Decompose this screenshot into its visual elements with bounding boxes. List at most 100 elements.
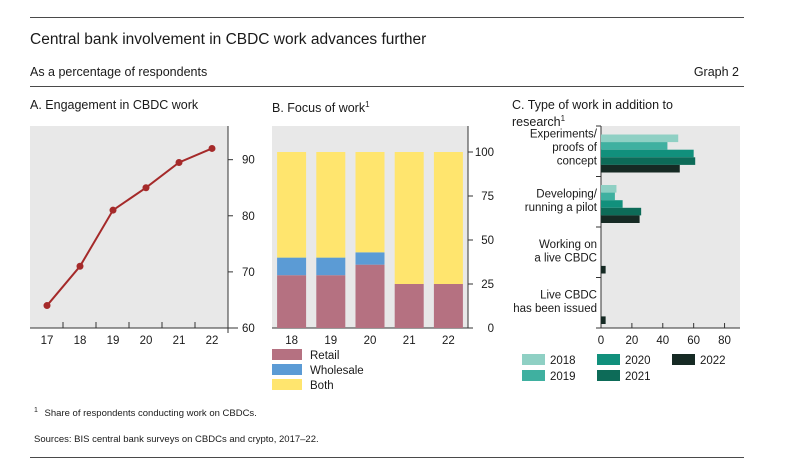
panel-c-legend-swatch <box>522 370 545 381</box>
panel-c-category-label-line: concept <box>557 156 598 168</box>
panel-b-x-tick-label: 18 <box>285 335 298 347</box>
panel-b-legend-swatch <box>272 379 302 390</box>
footnote-text: Share of respondents conducting work on … <box>44 408 257 420</box>
header-rule <box>30 86 744 87</box>
panel-a-y-tick-label: 80 <box>242 211 255 223</box>
panel-b-bar-wholesale <box>277 257 307 276</box>
panel-a-x-tick-label: 21 <box>173 335 186 347</box>
panel-b-title-sup: 1 <box>365 100 370 109</box>
panel-a-data-point <box>76 262 84 270</box>
panel-a-y-tick-label: 70 <box>242 267 255 279</box>
panel-b-stacked-bar-chart: 0 25 50 75 100 18 19 20 21 22 Retail Wholesale Both <box>272 126 494 392</box>
panel-b-bar-retail <box>394 284 424 328</box>
panel-c-legend-label: 2021 <box>625 371 651 383</box>
panel-c-title: C. Type of work in addition to research1 <box>512 98 712 129</box>
panel-c-legend-label: 2018 <box>550 355 576 367</box>
panel-b-bar-wholesale <box>355 252 385 265</box>
panel-b-y-tick-label: 100 <box>475 147 494 159</box>
panel-a-data-point <box>175 158 183 166</box>
chart-title: Central bank involvement in CBDC work ad… <box>30 31 427 48</box>
panel-b-legend-label: Retail <box>310 350 339 362</box>
top-rule <box>30 17 744 18</box>
panel-c-category-label: Working on a live CBDC <box>534 239 597 265</box>
panel-c-bar-2021 <box>601 157 696 165</box>
panel-c-legend-swatch <box>597 370 620 381</box>
panel-b-legend-swatch <box>272 364 302 375</box>
bottom-rule <box>30 457 744 458</box>
panel-c-bar-2019 <box>601 192 615 201</box>
panel-b-y-tick-label: 75 <box>481 191 494 203</box>
panel-c-category-label-line: Working on <box>539 239 597 251</box>
panel-c-legend-label: 2019 <box>550 371 576 383</box>
panel-c-bar-2018 <box>601 185 617 193</box>
panel-b-x-tick-label: 20 <box>364 335 377 347</box>
panel-c-category-label: Developing/running a pilot <box>525 189 598 215</box>
panel-c-title-text: C. Type of work in addition to research <box>512 98 673 130</box>
panel-b-x-tick-label: 21 <box>403 335 416 347</box>
panel-c-legend-label: 2022 <box>700 355 726 367</box>
panel-a-series-line <box>46 147 213 307</box>
graph-label: Graph 2 <box>693 65 739 79</box>
panel-c-legend-swatch <box>597 354 620 365</box>
panel-c-bar-2020 <box>601 200 623 208</box>
panel-b-x-tick-label: 19 <box>324 335 337 347</box>
panel-c-legend-swatch <box>522 354 545 365</box>
panel-c-bar-2022 <box>601 265 606 274</box>
footnote-mark: 1 <box>34 407 38 414</box>
panel-b-bar-both <box>433 152 463 284</box>
panel-c-category-label-line: proofs of <box>552 142 598 154</box>
panel-b-legend-label: Wholesale <box>310 365 364 377</box>
panel-a-x-tick-label: 17 <box>41 335 54 347</box>
panel-c-bar-2022 <box>601 164 680 173</box>
panel-a-data-point <box>208 144 216 152</box>
panel-b-x-tick-label: 22 <box>442 335 455 347</box>
panel-b-legend-swatch <box>272 349 302 360</box>
panel-a-data-point <box>43 302 51 310</box>
panel-c-x-tick-label: 20 <box>625 335 638 347</box>
sources: Sources: BIS central bank surveys on CBD… <box>34 434 319 445</box>
panel-b-bar-retail <box>277 275 307 328</box>
panel-a-line-chart: 17 18 19 20 21 22 60 70 80 90 <box>30 126 255 347</box>
panel-c-bar-2018 <box>601 134 679 143</box>
panel-c-bar-2021 <box>601 207 642 216</box>
panel-a-title: A. Engagement in CBDC work <box>30 98 199 112</box>
panel-a-plot-area <box>30 126 228 328</box>
panel-b-title: B. Focus of work1 <box>272 98 370 115</box>
panel-c-bar-2022 <box>601 316 606 324</box>
panel-a-data-point <box>142 184 150 192</box>
panel-b-bar-both <box>394 152 424 284</box>
panel-a-data-point <box>109 206 117 214</box>
panel-c-category-label-line: Live CBDC <box>540 290 597 302</box>
panel-c-category-label: Live CBDC has been issued <box>513 290 597 316</box>
panel-a-y-tick-label: 90 <box>242 155 255 167</box>
panel-c-category-label: Experiments/proofs of concept <box>530 129 598 168</box>
panel-b-legend-label: Both <box>310 380 334 392</box>
panel-c-bar-2022 <box>601 215 640 223</box>
panel-b-bar-retail <box>433 284 463 328</box>
panel-b-y-tick-label: 50 <box>481 235 494 247</box>
panel-a-x-tick-label: 19 <box>107 335 120 347</box>
panel-c-legend-label: 2020 <box>625 355 651 367</box>
panel-c-category-label-line: Developing/ <box>536 189 598 201</box>
panel-a-x-tick-label: 18 <box>74 335 87 347</box>
panel-b-y-tick-label: 0 <box>488 323 494 335</box>
panel-c-legend-swatch <box>672 354 695 365</box>
panel-c-category-label-line: running a pilot <box>525 202 598 214</box>
panel-b-y-tick-label: 25 <box>481 279 494 291</box>
chart-subtitle: As a percentage of respondents <box>30 65 208 79</box>
panel-c-category-label-line: Experiments/ <box>530 129 598 141</box>
panel-b-bar-retail <box>316 275 346 328</box>
panel-c-x-tick-label: 40 <box>656 335 669 347</box>
panel-b-bar-both <box>316 152 346 258</box>
panel-c-x-tick-label: 60 <box>687 335 700 347</box>
panel-b-bar-both <box>277 152 307 258</box>
panel-b-bar-both <box>355 152 385 253</box>
panel-a-y-tick-label: 60 <box>242 323 255 335</box>
panel-c-bar-2020 <box>601 149 694 158</box>
panel-c-title-sup: 1 <box>560 114 566 123</box>
panel-c-x-tick-label: 0 <box>598 335 604 347</box>
panel-b-bar-wholesale <box>316 257 346 276</box>
panel-c-bar-2019 <box>601 142 668 150</box>
panel-c-x-tick-label: 80 <box>718 335 731 347</box>
